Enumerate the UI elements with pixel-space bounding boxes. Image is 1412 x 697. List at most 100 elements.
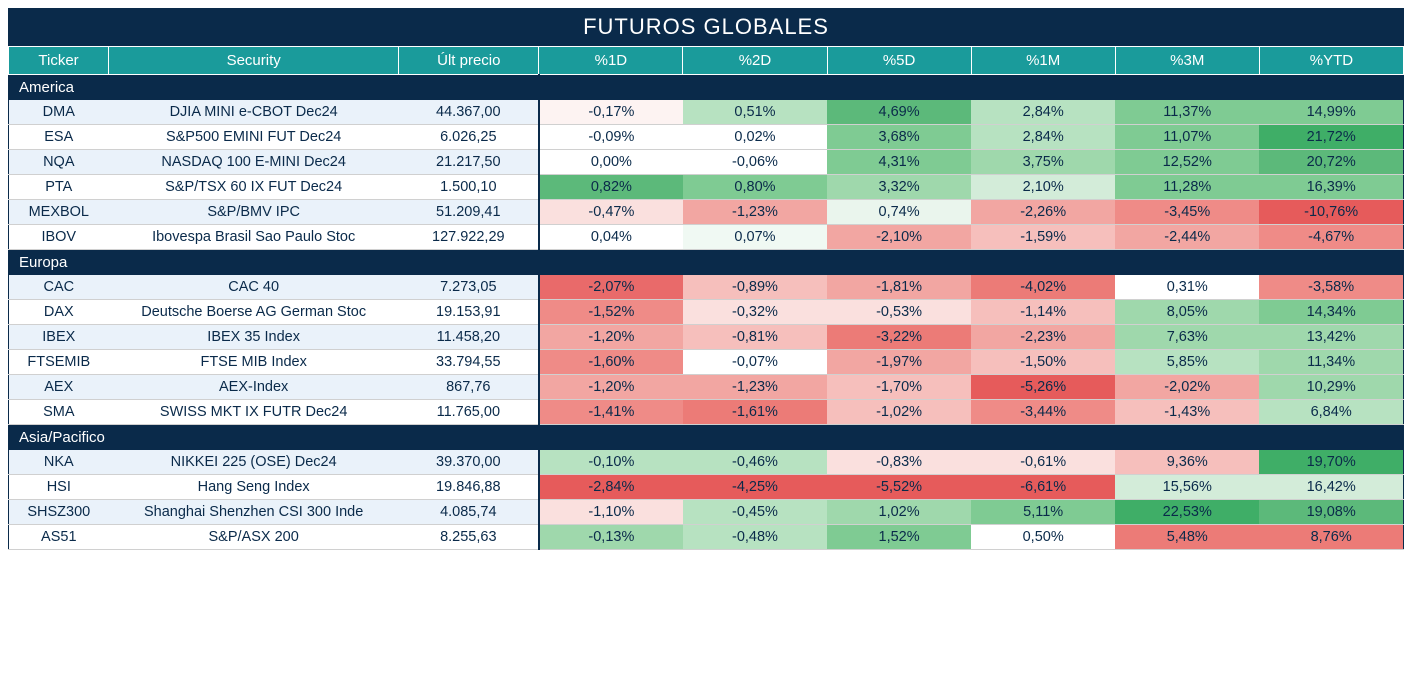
pct-cell: 0,74% xyxy=(827,200,971,225)
col-header: Security xyxy=(109,47,399,75)
security-cell: Hang Seng Index xyxy=(109,475,399,500)
section-empty xyxy=(827,425,971,451)
ticker-cell: FTSEMIB xyxy=(9,350,109,375)
pct-cell: -1,70% xyxy=(827,375,971,400)
pct-cell: 0,82% xyxy=(539,175,683,200)
pct-cell: -1,97% xyxy=(827,350,971,375)
table-row: IBEXIBEX 35 Index11.458,20-1,20%-0,81%-3… xyxy=(9,325,1404,350)
section-empty xyxy=(971,250,1115,276)
price-cell: 11.765,00 xyxy=(399,400,539,425)
table-row: AS51S&P/ASX 2008.255,63-0,13%-0,48%1,52%… xyxy=(9,525,1404,550)
pct-cell: 3,68% xyxy=(827,125,971,150)
section-empty xyxy=(539,75,683,101)
pct-cell: -1,50% xyxy=(971,350,1115,375)
pct-cell: 20,72% xyxy=(1259,150,1403,175)
pct-cell: -2,26% xyxy=(971,200,1115,225)
pct-cell: -0,81% xyxy=(683,325,827,350)
section-empty xyxy=(1259,250,1403,276)
pct-cell: 1,02% xyxy=(827,500,971,525)
pct-cell: 7,63% xyxy=(1115,325,1259,350)
section-empty xyxy=(1115,75,1259,101)
pct-cell: -6,61% xyxy=(971,475,1115,500)
table-row: DMADJIA MINI e-CBOT Dec2444.367,00-0,17%… xyxy=(9,100,1404,125)
pct-cell: -0,47% xyxy=(539,200,683,225)
pct-cell: 4,31% xyxy=(827,150,971,175)
pct-cell: 11,34% xyxy=(1259,350,1403,375)
price-cell: 4.085,74 xyxy=(399,500,539,525)
futures-table: FUTUROS GLOBALESTickerSecurityÚlt precio… xyxy=(8,8,1404,550)
ticker-cell: CAC xyxy=(9,275,109,300)
pct-cell: 0,51% xyxy=(683,100,827,125)
pct-cell: -3,44% xyxy=(971,400,1115,425)
ticker-cell: MEXBOL xyxy=(9,200,109,225)
section-empty xyxy=(1259,75,1403,101)
table-row: PTAS&P/TSX 60 IX FUT Dec241.500,100,82%0… xyxy=(9,175,1404,200)
table-title: FUTUROS GLOBALES xyxy=(9,8,1404,47)
ticker-cell: SMA xyxy=(9,400,109,425)
pct-cell: -1,20% xyxy=(539,375,683,400)
pct-cell: -0,32% xyxy=(683,300,827,325)
pct-cell: -1,60% xyxy=(539,350,683,375)
table-title-row: FUTUROS GLOBALES xyxy=(9,8,1404,47)
pct-cell: 16,39% xyxy=(1259,175,1403,200)
security-cell: Shanghai Shenzhen CSI 300 Inde xyxy=(109,500,399,525)
col-header: %1M xyxy=(971,47,1115,75)
section-empty xyxy=(971,75,1115,101)
pct-cell: -10,76% xyxy=(1259,200,1403,225)
pct-cell: -2,07% xyxy=(539,275,683,300)
pct-cell: -0,53% xyxy=(827,300,971,325)
pct-cell: 0,00% xyxy=(539,150,683,175)
section-label: Asia/Pacifico xyxy=(9,425,539,451)
pct-cell: 0,02% xyxy=(683,125,827,150)
pct-cell: 22,53% xyxy=(1115,500,1259,525)
pct-cell: 10,29% xyxy=(1259,375,1403,400)
section-empty xyxy=(539,425,683,451)
pct-cell: 2,84% xyxy=(971,125,1115,150)
col-header: %YTD xyxy=(1259,47,1403,75)
table-row: IBOVIbovespa Brasil Sao Paulo Stoc127.92… xyxy=(9,225,1404,250)
pct-cell: 8,76% xyxy=(1259,525,1403,550)
pct-cell: -5,26% xyxy=(971,375,1115,400)
table-row: NKANIKKEI 225 (OSE) Dec2439.370,00-0,10%… xyxy=(9,450,1404,475)
table-row: NQANASDAQ 100 E-MINI Dec2421.217,500,00%… xyxy=(9,150,1404,175)
pct-cell: -1,02% xyxy=(827,400,971,425)
ticker-cell: PTA xyxy=(9,175,109,200)
ticker-cell: DMA xyxy=(9,100,109,125)
pct-cell: -2,02% xyxy=(1115,375,1259,400)
ticker-cell: HSI xyxy=(9,475,109,500)
security-cell: NASDAQ 100 E-MINI Dec24 xyxy=(109,150,399,175)
price-cell: 7.273,05 xyxy=(399,275,539,300)
pct-cell: -5,52% xyxy=(827,475,971,500)
price-cell: 6.026,25 xyxy=(399,125,539,150)
section-empty xyxy=(1259,425,1403,451)
pct-cell: 0,07% xyxy=(683,225,827,250)
price-cell: 39.370,00 xyxy=(399,450,539,475)
price-cell: 867,76 xyxy=(399,375,539,400)
pct-cell: -0,17% xyxy=(539,100,683,125)
table-row: DAXDeutsche Boerse AG German Stoc19.153,… xyxy=(9,300,1404,325)
table-row: SMASWISS MKT IX FUTR Dec2411.765,00-1,41… xyxy=(9,400,1404,425)
pct-cell: -1,20% xyxy=(539,325,683,350)
table-row: AEXAEX-Index867,76-1,20%-1,23%-1,70%-5,2… xyxy=(9,375,1404,400)
pct-cell: -0,45% xyxy=(683,500,827,525)
security-cell: S&P500 EMINI FUT Dec24 xyxy=(109,125,399,150)
pct-cell: -2,10% xyxy=(827,225,971,250)
pct-cell: 5,85% xyxy=(1115,350,1259,375)
pct-cell: -0,13% xyxy=(539,525,683,550)
pct-cell: 12,52% xyxy=(1115,150,1259,175)
pct-cell: 11,37% xyxy=(1115,100,1259,125)
security-cell: DJIA MINI e-CBOT Dec24 xyxy=(109,100,399,125)
table-header-row: TickerSecurityÚlt precio%1D%2D%5D%1M%3M%… xyxy=(9,47,1404,75)
pct-cell: 2,84% xyxy=(971,100,1115,125)
section-empty xyxy=(1115,250,1259,276)
pct-cell: 1,52% xyxy=(827,525,971,550)
section-empty xyxy=(971,425,1115,451)
section-label: America xyxy=(9,75,539,101)
pct-cell: -0,07% xyxy=(683,350,827,375)
section-empty xyxy=(683,250,827,276)
pct-cell: 0,04% xyxy=(539,225,683,250)
price-cell: 19.153,91 xyxy=(399,300,539,325)
pct-cell: -3,45% xyxy=(1115,200,1259,225)
pct-cell: 0,50% xyxy=(971,525,1115,550)
pct-cell: 8,05% xyxy=(1115,300,1259,325)
